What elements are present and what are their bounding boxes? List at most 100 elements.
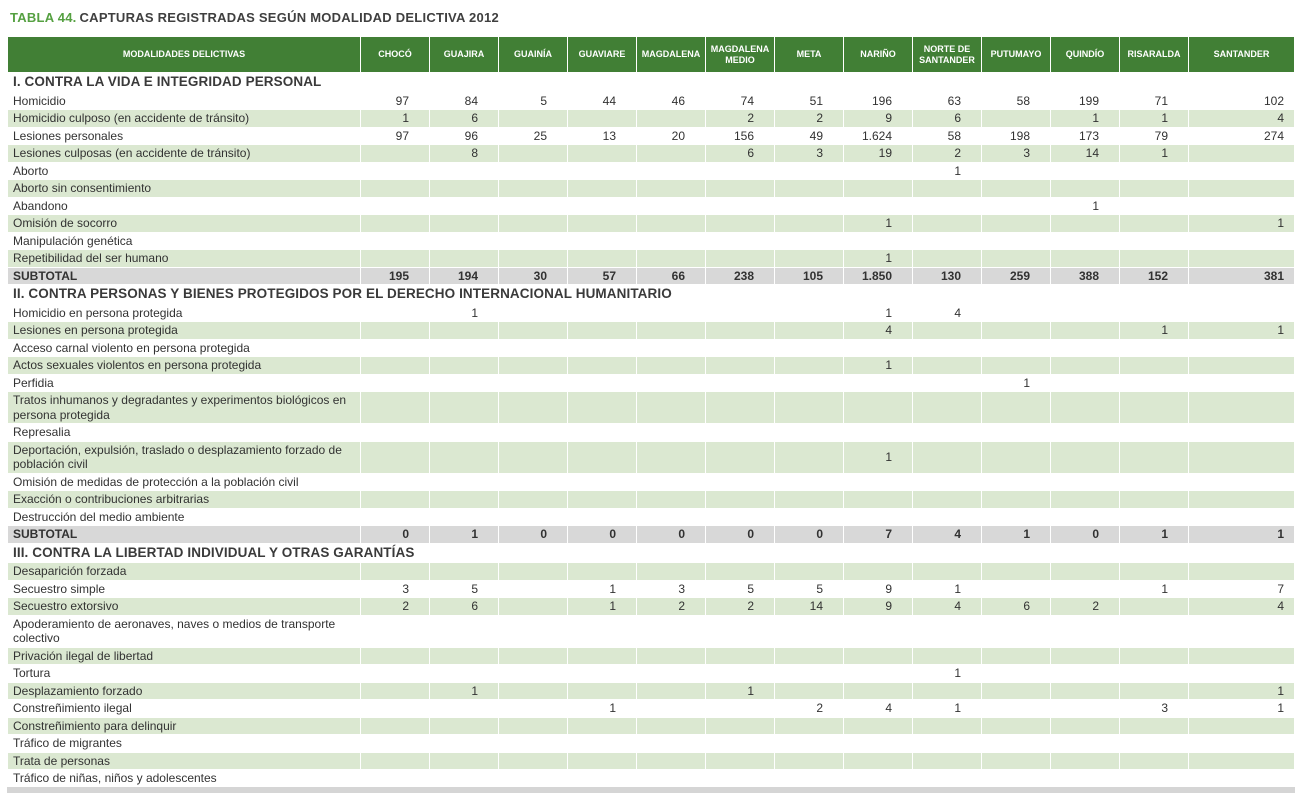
value-cell: 1	[843, 440, 913, 474]
value-cell: 9	[843, 579, 913, 598]
value-cell	[1188, 664, 1295, 683]
column-header: RISARALDA	[1119, 36, 1189, 73]
row-label: Constreñimiento ilegal	[7, 699, 361, 718]
value-cell	[636, 646, 706, 665]
value-cell	[567, 562, 637, 581]
value-cell: 1	[843, 303, 913, 322]
value-cell	[1050, 664, 1120, 683]
value-cell	[360, 699, 430, 718]
value-cell	[498, 716, 568, 735]
value-cell	[360, 614, 430, 648]
value-cell	[912, 769, 982, 790]
row-label: Acceso carnal violento en persona proteg…	[7, 338, 361, 357]
value-cell: 1	[981, 373, 1051, 392]
value-cell: 4	[912, 303, 982, 322]
row-label: Homicidio culposo (en accidente de tráns…	[7, 109, 361, 128]
value-cell	[567, 751, 637, 770]
table-row: Apoderamiento de aeronaves, naves o medi…	[7, 614, 1295, 648]
value-cell	[705, 472, 775, 491]
section-header-row: II. CONTRA PERSONAS Y BIENES PROTEGIDOS …	[7, 284, 1295, 305]
value-cell	[636, 109, 706, 128]
value-cell	[774, 734, 844, 753]
subtotal-value-cell: 66	[636, 266, 706, 285]
value-cell	[705, 303, 775, 322]
value-cell	[912, 562, 982, 581]
row-label: Tortura	[7, 664, 361, 683]
value-cell	[705, 321, 775, 340]
value-cell	[636, 373, 706, 392]
value-cell	[360, 646, 430, 665]
value-cell	[981, 579, 1051, 598]
value-cell	[1119, 356, 1189, 375]
value-cell	[636, 391, 706, 424]
value-cell	[360, 751, 430, 770]
value-cell	[429, 646, 499, 665]
value-cell	[843, 391, 913, 424]
value-cell	[429, 321, 499, 340]
value-cell: 2	[636, 597, 706, 616]
table-number: TABLA 44.	[10, 10, 77, 25]
value-cell	[912, 734, 982, 753]
subtotal-value-cell: 57	[567, 266, 637, 285]
value-cell	[636, 196, 706, 215]
column-header: META	[774, 36, 844, 73]
value-cell	[843, 751, 913, 770]
value-cell	[843, 646, 913, 665]
value-cell: 14	[1050, 144, 1120, 163]
value-cell	[498, 646, 568, 665]
value-cell: 71	[1119, 91, 1189, 110]
subtotal-value-cell: 388	[1050, 266, 1120, 285]
value-cell	[981, 231, 1051, 250]
value-cell: 2	[705, 109, 775, 128]
value-cell	[429, 614, 499, 648]
value-cell	[843, 681, 913, 700]
value-cell	[981, 734, 1051, 753]
value-cell	[1050, 338, 1120, 357]
value-cell: 1	[705, 681, 775, 700]
value-cell	[360, 179, 430, 198]
value-cell	[498, 391, 568, 424]
value-cell	[912, 751, 982, 770]
value-cell	[567, 507, 637, 526]
value-cell: 79	[1119, 126, 1189, 145]
value-cell	[498, 751, 568, 770]
subtotal-value-cell: 105	[774, 266, 844, 285]
table-caption: TABLA 44. CAPTURAS REGISTRADAS SEGÚN MODA…	[10, 10, 1295, 25]
value-cell	[1050, 734, 1120, 753]
value-cell	[1119, 716, 1189, 735]
value-cell	[1050, 751, 1120, 770]
value-cell: 274	[1188, 126, 1295, 145]
value-cell	[1119, 751, 1189, 770]
row-label: Omisión de medidas de protección a la po…	[7, 472, 361, 491]
value-cell: 63	[912, 91, 982, 110]
value-cell	[1050, 562, 1120, 581]
value-cell	[1050, 472, 1120, 491]
row-label: Deportación, expulsión, traslado o despl…	[7, 440, 361, 474]
value-cell: 3	[636, 579, 706, 598]
value-cell	[774, 681, 844, 700]
value-cell	[981, 214, 1051, 233]
value-cell	[1050, 321, 1120, 340]
value-cell	[1119, 664, 1189, 683]
value-cell	[774, 440, 844, 474]
value-cell	[1119, 179, 1189, 198]
value-cell	[498, 161, 568, 180]
value-cell	[498, 440, 568, 474]
value-cell	[360, 769, 430, 790]
table-row: Perfidia 1	[7, 373, 1295, 392]
row-label: Secuestro simple	[7, 579, 361, 598]
value-cell	[1050, 614, 1120, 648]
table-row: Aborto 1	[7, 161, 1295, 180]
value-cell: 97	[360, 126, 430, 145]
row-label: Secuestro extorsivo	[7, 597, 361, 616]
value-cell	[498, 562, 568, 581]
value-cell: 1	[912, 161, 982, 180]
table-row: Desplazamiento forzado 1 1 1	[7, 681, 1295, 700]
value-cell	[981, 681, 1051, 700]
value-cell	[774, 646, 844, 665]
value-cell	[705, 249, 775, 268]
value-cell	[636, 338, 706, 357]
value-cell	[636, 356, 706, 375]
value-cell	[498, 699, 568, 718]
